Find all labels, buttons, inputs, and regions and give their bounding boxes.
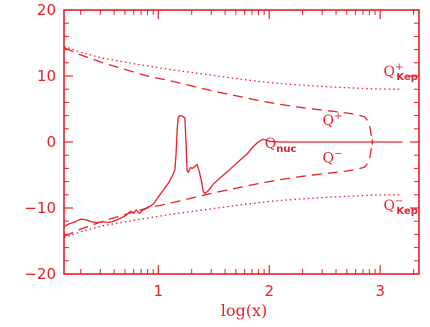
label-q-plus: Q+: [322, 111, 342, 129]
label-q-nuc: Qnuc: [265, 136, 297, 155]
axis-ticks: [64, 9, 419, 275]
x-tick-label-1: 1: [154, 282, 164, 300]
series-layer: [63, 45, 403, 239]
label-qkep-minus: Q− Kep: [384, 196, 418, 217]
series-qkep-minus: [63, 194, 403, 239]
y-tick-label-0: 0: [46, 133, 56, 151]
y-tick-label--20: −20: [24, 265, 56, 283]
tick-labels: 1 2 3 −20 −10 0 10 20: [24, 1, 385, 300]
y-tick-label-20: 20: [37, 1, 56, 19]
series-q-plus: [63, 47, 374, 145]
label-qkep-plus: Q+ Kep: [384, 62, 418, 83]
y-tick-label--10: −10: [24, 199, 56, 217]
x-tick-label-3: 3: [375, 282, 385, 300]
annotation-layer: Q+ Kep Q+ Qnuc Q− Q− Kep: [265, 62, 418, 217]
y-tick-label-10: 10: [37, 67, 56, 85]
x-tick-label-2: 2: [264, 282, 274, 300]
label-q-minus: Q−: [322, 148, 342, 166]
x-axis-title: log(x): [221, 301, 268, 320]
series-qkep-plus: [63, 45, 403, 90]
series-q-nuc: [63, 114, 403, 228]
